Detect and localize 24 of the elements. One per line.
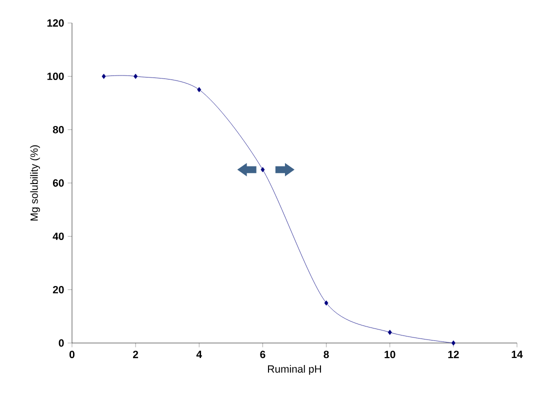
x-tick-label: 6 (260, 350, 266, 358)
x-tick-label: 14 (512, 350, 523, 358)
point (451, 340, 456, 346)
y-tick-label: 0 (58, 339, 64, 347)
point (260, 167, 265, 172)
x-tick-label: 4 (196, 350, 202, 358)
point (324, 300, 328, 306)
x-tick-label: 0 (69, 350, 74, 358)
x-tick-label: 8 (324, 350, 329, 358)
y-tick-label: 60 (52, 179, 64, 187)
y-tick-label: 20 (52, 286, 64, 294)
y-tick-label: 80 (52, 126, 64, 134)
y-axis-title: Mg solubility (%) (30, 145, 40, 221)
y-tick-label: 120 (47, 19, 64, 27)
point (102, 74, 106, 79)
point (134, 74, 138, 79)
point (388, 330, 392, 335)
y-tick-label: 40 (52, 232, 64, 240)
y-tick-label: 100 (47, 72, 64, 80)
x-tick-label: 2 (133, 350, 138, 358)
x-tick-label: 10 (384, 350, 396, 358)
x-axis-title: Ruminal pH (268, 365, 321, 375)
x-tick-label: 12 (448, 350, 459, 358)
point (197, 87, 202, 92)
